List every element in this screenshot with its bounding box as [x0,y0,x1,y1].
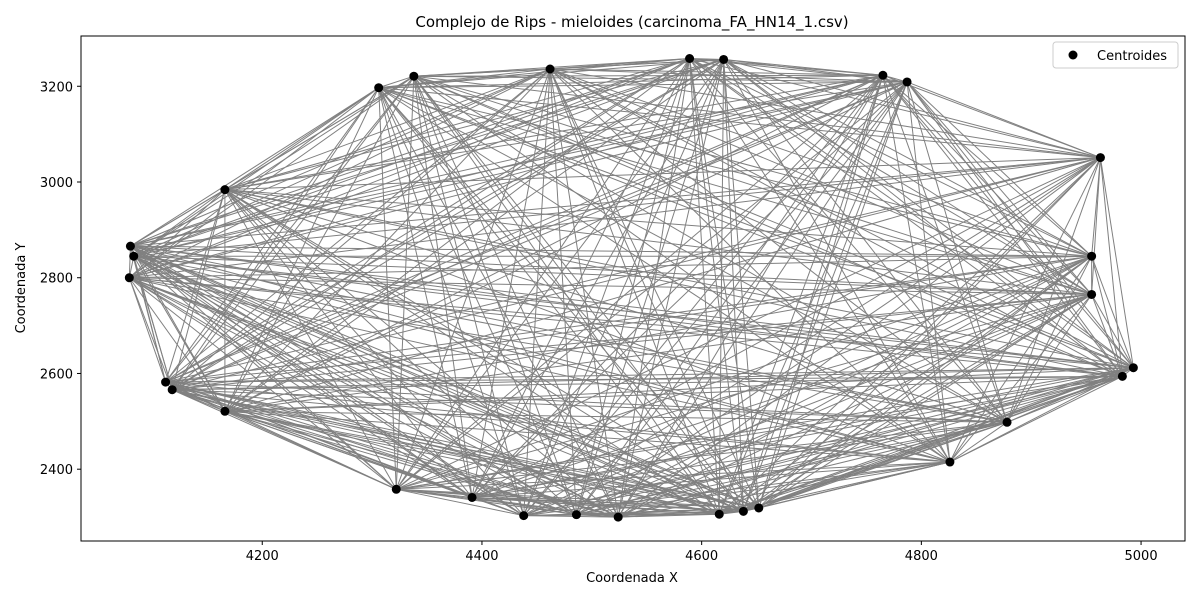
centroid-point [409,72,418,81]
rips-edge [225,190,1092,295]
rips-edge [576,368,1133,515]
y-tick-label: 2600 [40,367,73,382]
x-axis-label: Coordenada X [586,571,678,586]
centroid-point [719,55,728,64]
x-tick-label: 4800 [905,549,938,564]
rips-edge [225,69,550,411]
rips-edge [225,88,379,190]
rips-edge [1007,368,1133,423]
centroid-point [739,507,748,516]
centroid-point [1096,153,1105,162]
rips-edge [414,75,883,76]
y-axis-label: Coordenada Y [14,243,29,334]
y-tick-label: 3200 [40,80,73,95]
centroid-point [220,185,229,194]
centroid-point [878,71,887,80]
rips-edge [550,69,1092,256]
centroid-point [1003,418,1012,427]
rips-edge [129,278,165,382]
centroid-point [161,378,170,387]
rips-edge [907,82,1092,295]
axes: 4200 4400 4600 4800 5000 2400 2600 2800 3000 3200 [40,36,1185,564]
chart-title: Complejo de Rips - mieloides (carcinoma_… [415,13,848,32]
rips-edge [379,88,744,512]
centroid-point [129,252,138,261]
rips-edge [1100,158,1133,368]
legend-label-centroides: Centroides [1097,49,1167,64]
centroid-point [614,513,623,522]
rips-edge [950,158,1100,462]
centroid-point [374,83,383,92]
rips-edge [225,190,1122,377]
centroid-point [572,510,581,519]
rips-edge [907,82,1092,256]
y-tick-label: 2800 [40,272,73,287]
centroid-point [126,242,135,251]
centroid-point [715,510,724,519]
rips-edge [172,59,723,389]
rips-edges [129,58,1133,517]
centroid-point [519,511,528,520]
rips-edge [618,158,1100,517]
x-tick-label: 4200 [246,549,279,564]
centroid-point [125,273,134,282]
rips-edge [950,256,1092,462]
centroid-point [945,458,954,467]
centroid-point [1087,252,1096,261]
centroid-point [168,385,177,394]
x-tick-label: 5000 [1125,549,1158,564]
centroid-point [1118,372,1127,381]
centroid-point [903,77,912,86]
rips-edge [883,75,1092,256]
rips-edge [396,376,1122,489]
centroid-point [685,54,694,63]
rips-edge [166,294,1092,382]
rips-edge [1100,158,1122,377]
x-tick-label: 4400 [465,549,498,564]
centroid-point [546,65,555,74]
rips-edge [129,82,907,278]
centroid-point [220,407,229,416]
centroid-point [1087,290,1096,299]
x-tick-label: 4600 [685,549,718,564]
y-tick-label: 2400 [40,463,73,478]
legend-marker [1069,51,1078,60]
rips-edge [134,69,550,256]
y-tick-label: 3000 [40,176,73,191]
centroid-point [392,485,401,494]
centroid-point [1129,363,1138,372]
rips-edge [172,76,414,390]
centroid-point [468,493,477,502]
legend: Centroides [1053,42,1178,68]
centroid-point [754,503,763,512]
